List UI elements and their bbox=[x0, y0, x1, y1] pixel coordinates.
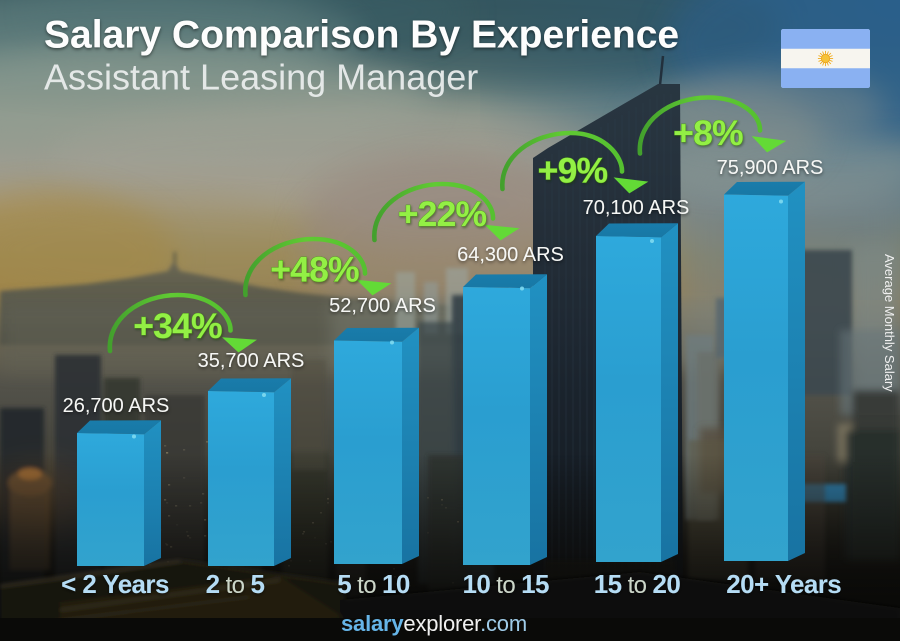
svg-text:Average Monthly Salary: Average Monthly Salary bbox=[882, 254, 897, 392]
svg-text:10 to 15: 10 to 15 bbox=[462, 569, 549, 599]
svg-text:26,700 ARS: 26,700 ARS bbox=[63, 395, 170, 417]
svg-text:+9%: +9% bbox=[538, 151, 608, 191]
svg-text:75,900 ARS: 75,900 ARS bbox=[717, 157, 824, 179]
svg-text:salaryexplorer.com: salaryexplorer.com bbox=[341, 611, 527, 636]
svg-text:+22%: +22% bbox=[398, 194, 487, 234]
svg-text:64,300 ARS: 64,300 ARS bbox=[457, 244, 564, 266]
svg-text:Salary Comparison By Experienc: Salary Comparison By Experience bbox=[44, 14, 679, 57]
svg-text:15 to 20: 15 to 20 bbox=[594, 569, 681, 599]
svg-text:+48%: +48% bbox=[270, 250, 359, 290]
svg-text:2 to 5: 2 to 5 bbox=[206, 569, 265, 599]
svg-text:< 2 Years: < 2 Years bbox=[61, 569, 169, 599]
svg-text:20+ Years: 20+ Years bbox=[726, 569, 841, 599]
svg-text:5 to 10: 5 to 10 bbox=[337, 569, 410, 599]
svg-text:52,700 ARS: 52,700 ARS bbox=[329, 295, 436, 317]
svg-text:+8%: +8% bbox=[673, 113, 743, 153]
svg-text:Assistant Leasing Manager: Assistant Leasing Manager bbox=[44, 57, 478, 98]
svg-text:+34%: +34% bbox=[133, 306, 222, 346]
svg-text:35,700 ARS: 35,700 ARS bbox=[198, 350, 305, 372]
svg-text:70,100 ARS: 70,100 ARS bbox=[583, 197, 690, 219]
